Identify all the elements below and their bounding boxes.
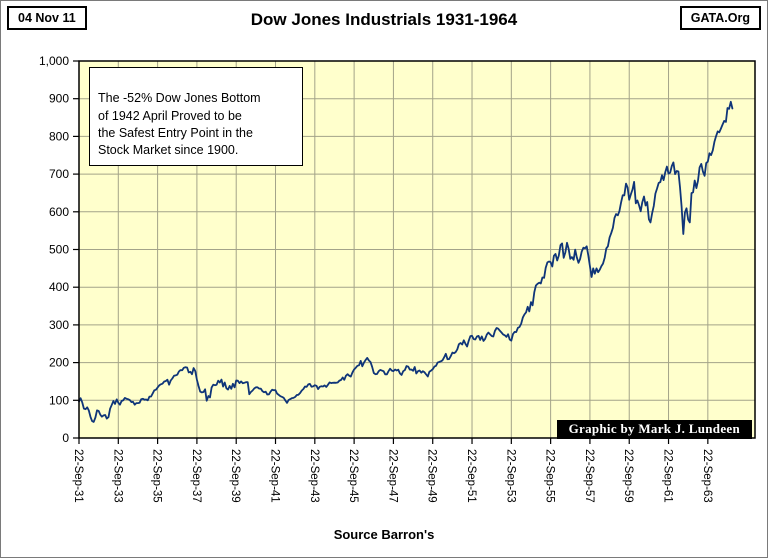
- x-axis-label: 22-Sep-59: [622, 449, 634, 503]
- gata-org-label: GATA.Org: [690, 11, 750, 25]
- y-axis-label: 800: [49, 129, 69, 143]
- report-date-box: 04 Nov 11: [7, 6, 87, 30]
- gata-org-box: GATA.Org: [679, 6, 761, 30]
- x-axis-label: 22-Sep-33: [111, 449, 123, 503]
- x-axis-label: 22-Sep-57: [583, 449, 595, 503]
- page-title: Dow Jones Industrials 1931-1964: [250, 10, 518, 29]
- y-axis-label: 400: [49, 280, 69, 294]
- x-axis-label: 22-Sep-49: [426, 449, 438, 503]
- x-axis-label: 22-Sep-39: [229, 449, 241, 503]
- y-axis-label: 300: [49, 318, 69, 332]
- y-axis-label: 200: [49, 356, 69, 370]
- x-axis-label: 22-Sep-41: [269, 449, 281, 503]
- x-axis-label: 22-Sep-43: [308, 449, 320, 503]
- x-axis-label: 22-Sep-53: [504, 449, 516, 503]
- report-date: 04 Nov 11: [18, 11, 76, 25]
- y-axis-label: 500: [49, 243, 69, 257]
- x-axis-label: 22-Sep-37: [190, 449, 202, 503]
- y-axis-label: 700: [49, 167, 69, 181]
- x-axis-label: 22-Sep-63: [701, 449, 713, 503]
- y-axis-label: 100: [49, 393, 69, 407]
- annotation-text: The -52% Dow Jones Bottom of 1942 April …: [98, 91, 261, 157]
- y-axis-label: 900: [49, 92, 69, 106]
- y-axis-label: 600: [49, 205, 69, 219]
- credit-box: Graphic by Mark J. Lundeen: [556, 420, 752, 439]
- x-axis-label: 22-Sep-35: [151, 449, 163, 503]
- dow-price-line: [78, 100, 734, 423]
- y-axis-label: 0: [62, 431, 69, 445]
- x-axis-label: 22-Sep-61: [662, 449, 674, 503]
- x-axis-label: 22-Sep-47: [386, 449, 398, 503]
- x-axis-label: 22-Sep-51: [465, 449, 477, 503]
- annotation-box: The -52% Dow Jones Bottom of 1942 April …: [89, 67, 303, 167]
- x-axis-label: 22-Sep-45: [347, 449, 359, 503]
- x-axis-label: 22-Sep-55: [544, 449, 556, 503]
- y-axis-label: 1,000: [39, 54, 69, 68]
- source-label: Source Barron's: [333, 527, 435, 542]
- plot-border: [78, 60, 756, 439]
- x-axis-label: 22-Sep-31: [72, 449, 84, 503]
- credit-text: Graphic by Mark J. Lundeen: [568, 421, 740, 436]
